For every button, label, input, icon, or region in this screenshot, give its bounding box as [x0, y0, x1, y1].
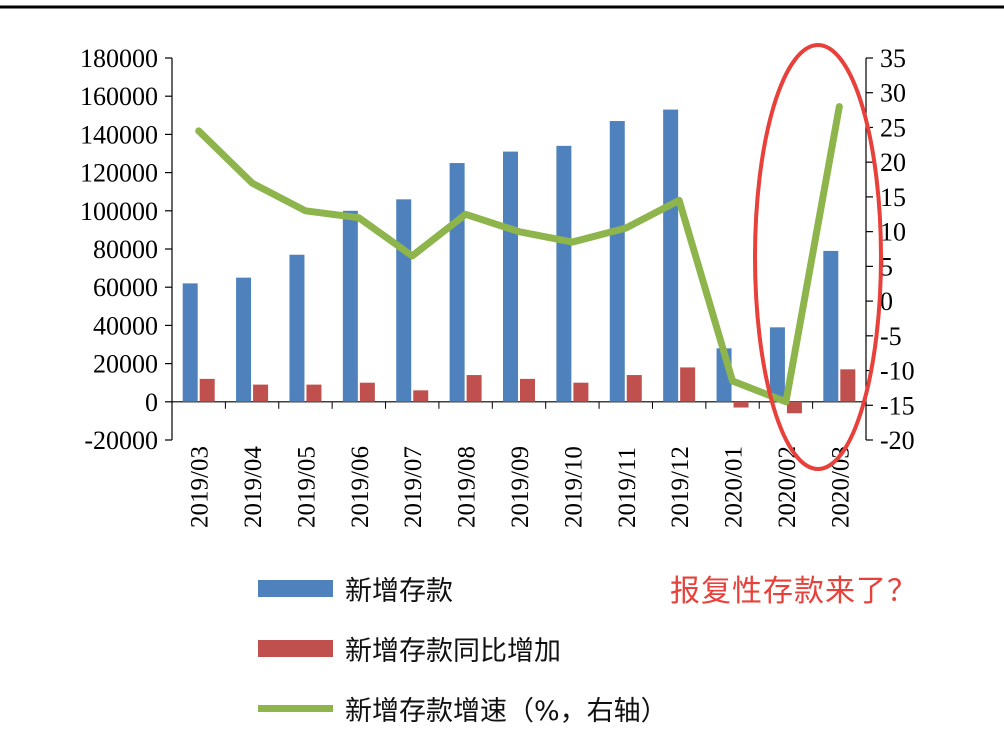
bar-new-deposits — [396, 199, 412, 402]
bar-new-deposits — [182, 283, 198, 402]
y-right-tick-label: 5 — [880, 252, 893, 281]
bar-new-deposits — [609, 121, 625, 402]
x-tick-label: 2020/01 — [721, 446, 748, 528]
line-point-growth-rate — [196, 128, 201, 133]
bar-new-deposits — [289, 254, 305, 402]
legend-swatch-green-line — [258, 704, 333, 712]
y-right-tick-label: -15 — [880, 391, 915, 420]
y-left-tick-label: -20000 — [84, 426, 158, 455]
bar-new-deposits — [449, 163, 465, 402]
highlight-ellipse — [753, 43, 883, 471]
y-right-tick-label: 35 — [880, 44, 906, 73]
bar-new-deposits — [503, 151, 518, 402]
bar-new-deposits — [556, 145, 572, 402]
y-right-tick-label: -5 — [880, 322, 902, 351]
y-left-tick-label: 100000 — [80, 197, 158, 226]
bar-new-deposits — [236, 277, 252, 402]
y-left-tick-label: 80000 — [93, 235, 158, 264]
y-right-tick-label: 30 — [880, 79, 906, 108]
line-point-growth-rate — [730, 378, 735, 383]
bar-yoy-increase — [413, 390, 429, 402]
line-point-growth-rate — [783, 399, 788, 404]
y-left-tick-label: 40000 — [93, 311, 158, 340]
bar-yoy-increase — [466, 375, 482, 402]
bar-yoy-increase — [199, 378, 215, 402]
bar-yoy-increase — [840, 369, 856, 402]
line-point-growth-rate — [677, 198, 682, 203]
legend-item-growth-rate: 新增存款增速（%，右轴） — [258, 678, 668, 738]
x-tick-label: 2019/09 — [507, 446, 534, 528]
legend-item-new-deposits: 新增存款 — [258, 558, 668, 618]
bar-yoy-increase — [359, 382, 375, 402]
y-left-tick-label: 160000 — [80, 82, 158, 111]
y-right-tick-label: -10 — [880, 357, 915, 386]
line-point-growth-rate — [623, 226, 628, 231]
x-tick-label: 2020/02 — [774, 446, 801, 528]
x-tick-label: 2020/03 — [827, 446, 854, 528]
x-tick-label: 2019/07 — [400, 446, 427, 528]
legend-swatch-red — [258, 639, 333, 657]
bar-yoy-increase — [253, 384, 269, 402]
x-tick-label: 2019/06 — [347, 446, 374, 528]
legend-label: 新增存款同比增加 — [345, 635, 561, 667]
y-left-tick-label: 180000 — [80, 44, 158, 73]
x-tick-label: 2019/05 — [293, 446, 320, 528]
bar-yoy-increase — [733, 401, 749, 408]
y-left-tick-label: 60000 — [93, 273, 158, 302]
bar-new-deposits — [769, 327, 785, 402]
bar-yoy-increase — [306, 384, 322, 402]
bar-yoy-increase — [520, 378, 535, 402]
bar-new-deposits — [663, 109, 679, 402]
x-tick-label: 2019/08 — [454, 446, 481, 528]
line-point-growth-rate — [517, 229, 521, 234]
x-tick-label: 2019/10 — [560, 446, 587, 528]
x-tick-label: 2019/04 — [240, 446, 267, 528]
y-right-tick-label: 20 — [880, 148, 906, 177]
x-tick-label: 2019/03 — [187, 446, 214, 528]
bar-yoy-increase — [786, 401, 802, 414]
legend-label: 新增存款增速（%，右轴） — [345, 695, 668, 727]
line-point-growth-rate — [303, 208, 308, 213]
bar-yoy-increase — [573, 382, 589, 402]
legend: 新增存款 新增存款同比增加 新增存款增速（%，右轴） — [258, 558, 668, 738]
bar-new-deposits — [823, 250, 839, 402]
line-point-growth-rate — [356, 215, 361, 220]
x-tick-label: 2019/11 — [614, 447, 641, 528]
y-right-tick-label: 0 — [880, 287, 893, 316]
line-point-growth-rate — [250, 181, 255, 186]
annotation-text: 报复性存款来了？ — [670, 574, 918, 609]
line-point-growth-rate — [570, 240, 575, 245]
line-point-growth-rate — [837, 104, 842, 109]
y-right-tick-label: 25 — [880, 113, 906, 142]
line-point-growth-rate — [463, 212, 468, 217]
legend-item-yoy-increase: 新增存款同比增加 — [258, 618, 668, 678]
y-left-tick-label: 20000 — [93, 350, 158, 379]
legend-label: 新增存款 — [345, 575, 453, 607]
y-right-tick-label: 10 — [880, 218, 906, 247]
y-left-tick-label: 0 — [145, 388, 158, 417]
line-point-growth-rate — [410, 253, 415, 258]
bar-new-deposits — [342, 210, 358, 402]
legend-swatch-blue — [258, 579, 333, 597]
y-right-tick-label: -20 — [880, 426, 915, 455]
x-tick-label: 2019/12 — [667, 446, 694, 528]
bar-yoy-increase — [680, 367, 696, 402]
bar-yoy-increase — [626, 375, 642, 402]
y-left-tick-label: 120000 — [80, 159, 158, 188]
y-right-tick-label: 15 — [880, 183, 906, 212]
y-left-tick-label: 140000 — [80, 120, 158, 149]
